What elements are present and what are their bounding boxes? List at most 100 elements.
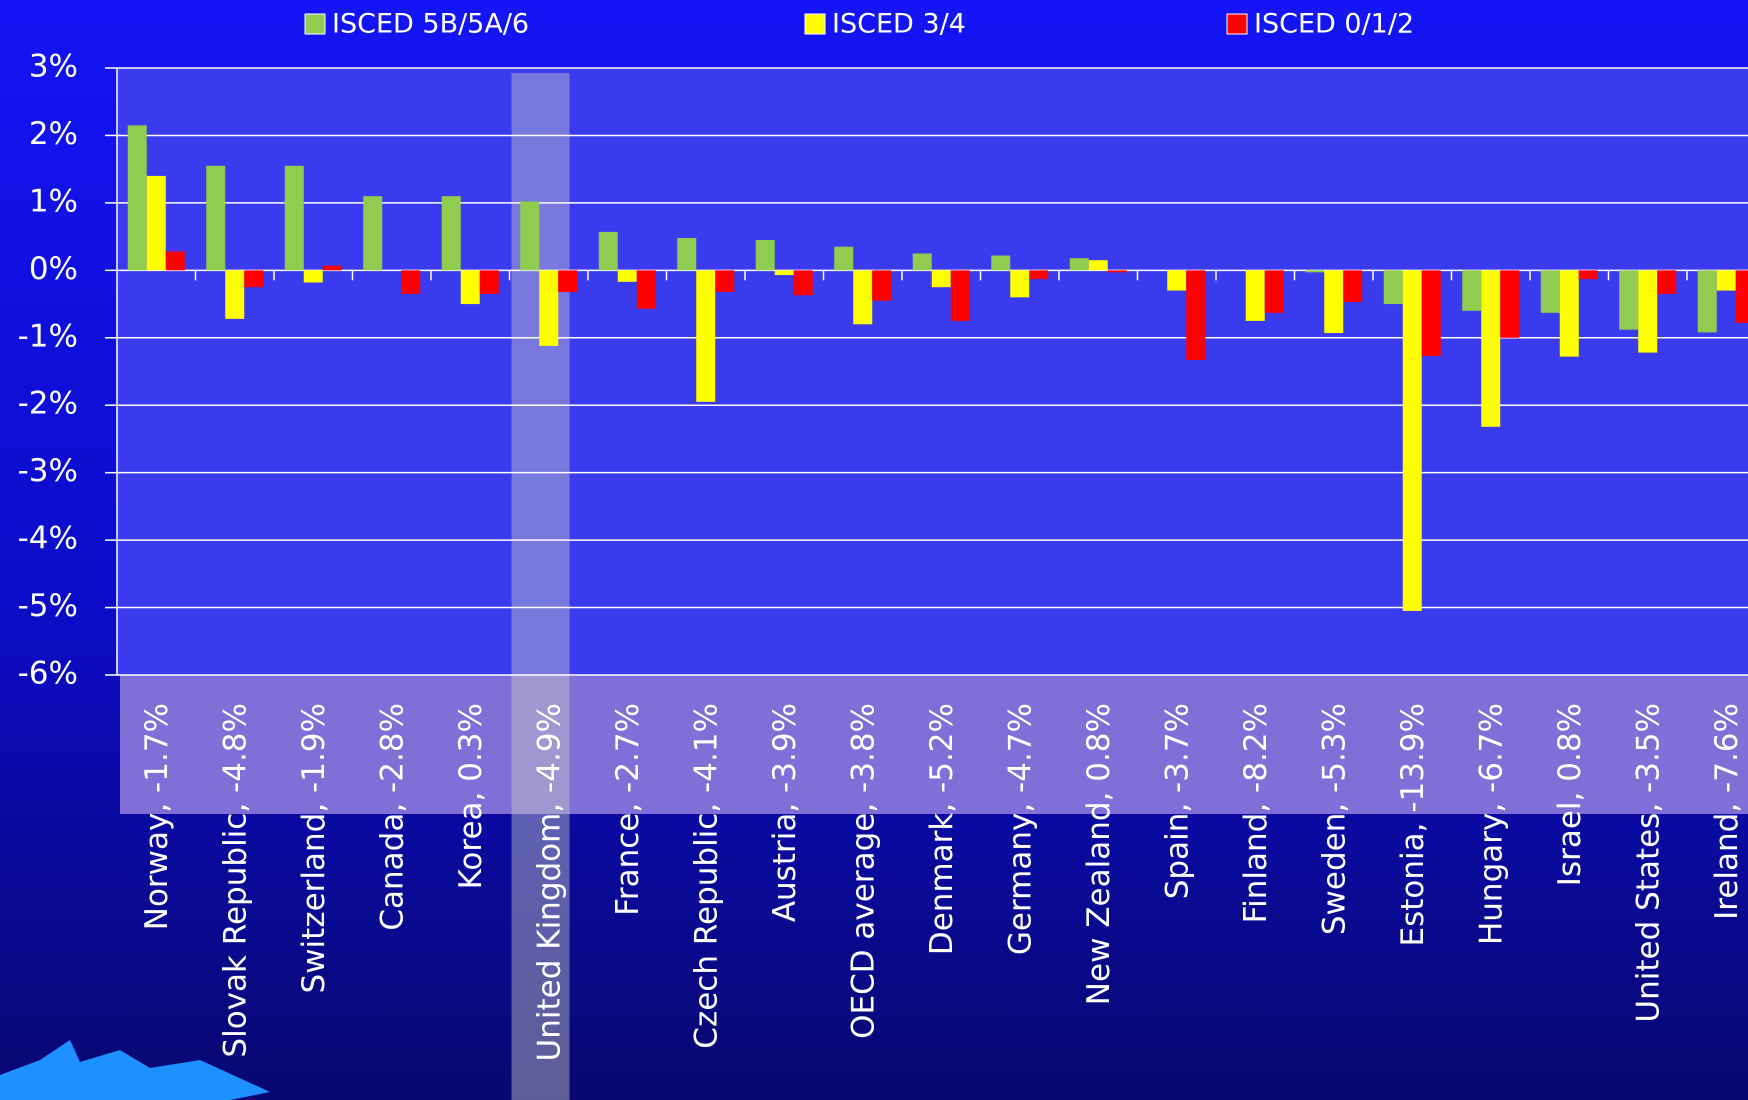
bar: [206, 166, 225, 271]
bar: [401, 270, 420, 294]
x-tick-label: Denmark, -5.2%: [924, 703, 960, 955]
bar: [1657, 270, 1676, 294]
x-tick-label: Sweden, -5.3%: [1316, 703, 1352, 935]
plot-area: [117, 68, 1748, 675]
bar: [1403, 270, 1422, 611]
bar: [1070, 258, 1089, 270]
x-tick-label: Finland, -8.2%: [1238, 703, 1274, 923]
bar: [1384, 270, 1403, 304]
x-tick-label: Czech Republic, -4.1%: [688, 703, 724, 1049]
x-tick-label: Israel, 0.8%: [1552, 703, 1588, 886]
x-tick-label: Germany, -4.7%: [1002, 703, 1038, 955]
x-tick-label: Hungary, -6.7%: [1473, 703, 1509, 945]
legend-label: ISCED 5B/5A/6: [332, 9, 529, 40]
bar: [304, 270, 323, 282]
bar: [932, 270, 951, 287]
bar: [853, 270, 872, 324]
x-tick-label: Norway, -1.7%: [139, 703, 175, 930]
x-tick-label: Spain, -3.7%: [1159, 703, 1195, 899]
bar: [991, 255, 1010, 270]
bar: [1500, 270, 1519, 337]
bar: [1462, 270, 1481, 310]
y-tick-label: 2%: [29, 116, 78, 152]
bar: [637, 270, 656, 308]
bar: [1305, 270, 1324, 272]
legend-swatch: [305, 14, 325, 34]
bar: [756, 240, 775, 270]
y-tick-label: -6%: [18, 656, 78, 692]
bar: [1560, 270, 1579, 356]
bar: [715, 270, 734, 292]
bar: [1167, 270, 1186, 290]
bar: [1108, 270, 1127, 272]
y-tick-label: -3%: [18, 453, 78, 489]
bar: [1579, 270, 1598, 279]
bar: [147, 176, 166, 270]
y-tick-label: -5%: [18, 588, 78, 624]
bar: [1422, 270, 1441, 356]
bar: [225, 270, 244, 319]
bar: [1246, 270, 1265, 321]
bar: [1698, 270, 1717, 332]
bar: [1481, 270, 1500, 426]
bar: [1089, 260, 1108, 270]
bar: [128, 125, 147, 270]
x-tick-label: Ireland, -7.6%: [1709, 703, 1745, 920]
bar: [1010, 270, 1029, 297]
bar: [913, 253, 932, 270]
legend-label: ISCED 3/4: [832, 9, 966, 40]
bar: [442, 196, 461, 270]
y-tick-label: -1%: [18, 318, 78, 354]
y-tick-label: 3%: [29, 49, 78, 85]
bar: [1343, 270, 1362, 302]
chart: -6% -5% -4% -3% -2% -1% 0% 1% 2% 3% Norway, -1.7% S…: [0, 0, 1748, 1100]
x-tick-label: Canada, -2.8%: [374, 703, 410, 931]
y-tick-label: -4%: [18, 521, 78, 557]
bar: [618, 270, 637, 281]
y-tick-label: -2%: [18, 386, 78, 422]
x-tick-label: Korea, 0.3%: [453, 703, 489, 889]
legend-swatch: [1227, 14, 1247, 34]
bar: [480, 270, 499, 294]
x-tick-label: OECD average, -3.8%: [845, 703, 881, 1039]
bar: [794, 270, 813, 295]
bar: [520, 202, 539, 271]
bar: [1717, 270, 1736, 290]
bar: [1736, 270, 1748, 323]
y-tick-label: 1%: [29, 183, 78, 219]
bar: [872, 270, 891, 300]
legend-swatch: [805, 14, 825, 34]
bar: [696, 270, 715, 402]
bar: [1186, 270, 1205, 360]
y-tick-label: 0%: [29, 251, 78, 287]
bar: [1638, 270, 1657, 352]
bar: [166, 251, 185, 270]
bar: [558, 270, 577, 292]
bar: [1324, 270, 1343, 333]
bar: [323, 266, 342, 271]
legend-label: ISCED 0/1/2: [1254, 9, 1414, 40]
bar: [461, 270, 480, 304]
bar: [1265, 270, 1284, 312]
bar: [539, 270, 558, 346]
x-tick-label: France, -2.7%: [610, 703, 646, 916]
x-tick-label: Austria, -3.9%: [767, 703, 803, 922]
x-tick-label: United States, -3.5%: [1630, 703, 1666, 1023]
page: {"chart_data": {"type": "bar", "categori…: [0, 0, 1748, 1100]
bar: [677, 238, 696, 270]
bar: [599, 232, 618, 270]
bar: [834, 247, 853, 271]
x-tick-label: United Kingdom, -4.9%: [531, 703, 567, 1061]
bar: [1619, 270, 1638, 329]
bar: [1029, 270, 1048, 279]
bar: [363, 196, 382, 270]
x-tick-label: Slovak Republic, -4.8%: [217, 703, 253, 1058]
x-tick-label: New Zealand, 0.8%: [1081, 703, 1117, 1005]
bar: [285, 166, 304, 271]
x-tick-label: Estonia, -13.9%: [1395, 703, 1431, 947]
bar: [1541, 270, 1560, 312]
bar: [951, 270, 970, 321]
bar: [775, 270, 794, 275]
bar: [244, 270, 263, 287]
x-tick-label: Switzerland, -1.9%: [296, 703, 332, 993]
